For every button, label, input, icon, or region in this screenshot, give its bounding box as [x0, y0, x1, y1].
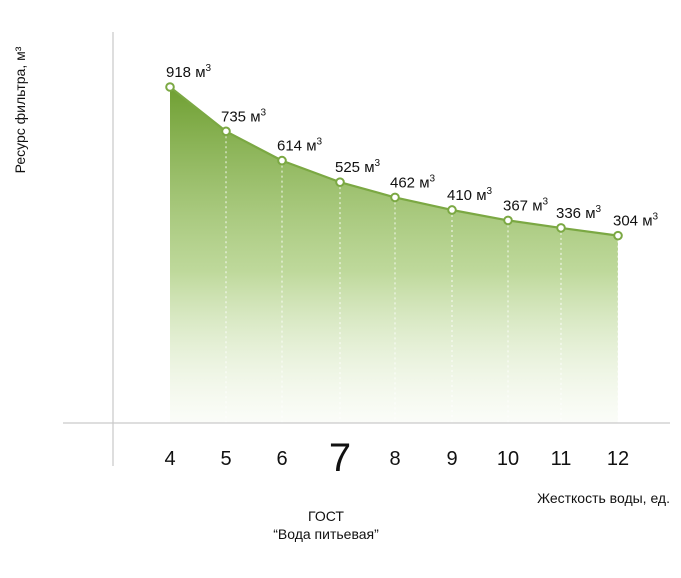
data-point [277, 155, 287, 166]
drop-lines [225, 136, 619, 423]
y-axis-title: Ресурс фильтра, м³ [12, 46, 28, 173]
data-label: 614 м3 [277, 137, 323, 155]
x-tick-label: 12 [607, 448, 629, 470]
gost-line-2: “Вода питьевая” [273, 526, 379, 542]
x-tick-label: 6 [276, 448, 287, 470]
data-points [165, 82, 623, 241]
data-label: 410 м3 [447, 186, 493, 204]
x-tick-label: 9 [446, 448, 457, 470]
data-point [447, 205, 457, 215]
data-point [556, 223, 566, 233]
data-label: 367 м3 [503, 196, 549, 214]
x-tick-label: 4 [164, 448, 175, 470]
x-tick-label: 10 [497, 448, 519, 470]
x-axis-title: Жесткость воды, ед. [537, 490, 670, 506]
data-point [221, 126, 231, 137]
data-label: 918 м3 [166, 63, 212, 81]
data-point [335, 177, 345, 187]
data-point [390, 192, 400, 203]
x-tick-label: 5 [220, 448, 231, 470]
data-label: 336 м3 [556, 204, 602, 222]
gost-line-1: ГОСТ [308, 508, 344, 524]
data-labels: 918 м3 735 м3 614 м3 525 м3 462 м3 410 м3 367 … [166, 63, 659, 230]
x-tick-label: 7 [329, 436, 351, 480]
data-point [613, 230, 623, 241]
x-tick-label: 11 [551, 448, 572, 470]
x-tick-label: 8 [389, 448, 400, 470]
data-label: 462 м3 [390, 173, 436, 191]
data-point [503, 215, 513, 226]
data-point [165, 82, 175, 92]
x-tick-labels: 4 5 6 7 8 9 10 11 12 [164, 436, 629, 480]
data-label: 735 м3 [221, 107, 267, 125]
gost-annotation: ГОСТ “Вода питьевая” [255, 507, 397, 543]
data-label: 525 м3 [335, 158, 381, 176]
data-label: 304 м3 [613, 212, 659, 230]
